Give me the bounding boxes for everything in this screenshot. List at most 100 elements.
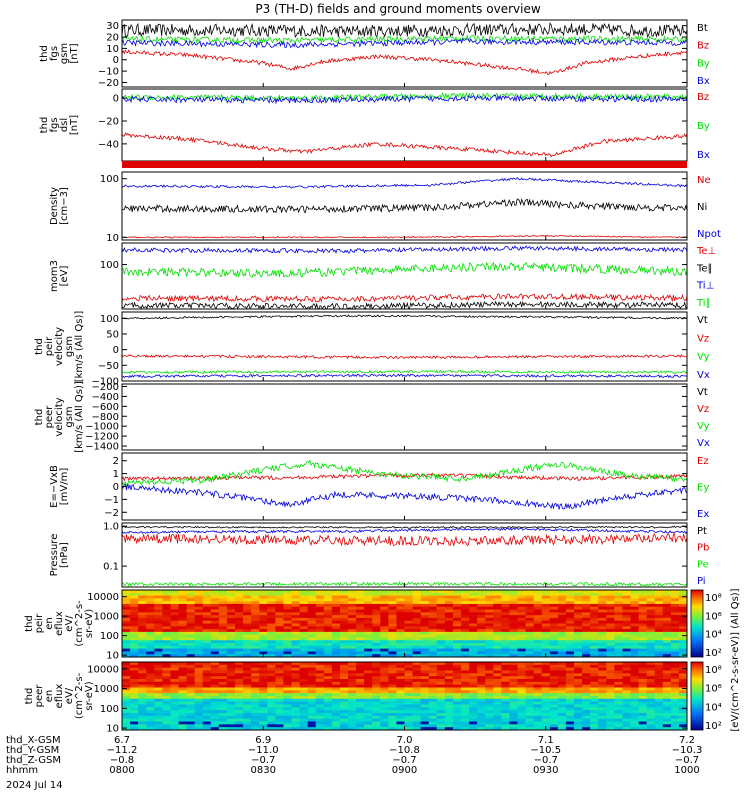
y-axis-label: thd xyxy=(39,45,50,62)
y-axis-label: (cm^2-s- xyxy=(74,672,85,719)
series-peir_velocity-1 xyxy=(122,354,687,360)
y-tick-label: −50 xyxy=(98,361,119,372)
x-tick-label: 0930 xyxy=(533,765,558,776)
x-tick-label: −10.3 xyxy=(672,745,703,756)
legend-peir_velocity-0: Vt xyxy=(697,315,708,326)
legend-fgs_dsl-0: Bz xyxy=(697,92,709,103)
legend-mom_temp-2: Ti⊥ xyxy=(696,281,714,292)
x-tick-label: 6.7 xyxy=(114,735,130,746)
x-tick-label: 1000 xyxy=(674,765,699,776)
colorbar-tick: 10⁴ xyxy=(705,630,722,641)
y-tick-label: 30 xyxy=(106,21,119,32)
plot-frame xyxy=(121,383,688,451)
y-axis-label: eflux xyxy=(54,611,65,636)
y-tick-label: 1000 xyxy=(94,612,119,623)
y-axis-label: peir xyxy=(44,336,55,356)
colorbar-tick: 10⁸ xyxy=(705,593,722,604)
y-axis-label: dsl xyxy=(59,118,70,132)
legend-peir_velocity-1: Vz xyxy=(697,333,709,344)
y-axis-label: eV/ xyxy=(64,615,75,632)
x-tick-label: −0.7 xyxy=(251,755,275,766)
legend-mom_temp-0: Te⊥ xyxy=(696,246,716,257)
y-axis-label: [km/s (All Qs)] xyxy=(74,381,85,453)
y-tick-label: 10000 xyxy=(87,592,119,603)
y-tick-label: 100 xyxy=(100,704,119,715)
colorbar-tick: 10⁶ xyxy=(705,611,722,622)
colorbar-tick: 10⁶ xyxy=(705,684,722,695)
y-tick-label: 0 xyxy=(113,55,119,66)
legend-efield-0: Ez xyxy=(697,456,709,467)
series-mom_temp-3 xyxy=(122,261,687,278)
y-tick-label: 20 xyxy=(106,33,119,44)
y-tick-label: 2 xyxy=(113,456,119,467)
y-tick-label: −1000 xyxy=(85,422,119,433)
series-mom_temp-0 xyxy=(122,292,687,303)
panel-peir_velocity: 100 50 0 −50 −100 thd peir velocity gsm [km/s (Al… xyxy=(34,311,710,388)
series-efield-1 xyxy=(122,459,687,486)
date-label: 2024 Jul 14 xyxy=(6,780,63,791)
legend-efield-2: Ex xyxy=(697,509,709,520)
series-efield-0 xyxy=(122,472,687,482)
y-tick-label: 0 xyxy=(113,482,119,493)
y-axis-label: eflux xyxy=(54,684,65,709)
panel-efield: 2 1 0 −1 −2 E=−VxB [mV/m] Ez Ey Ex xyxy=(49,452,709,521)
x-tick-label: −0.7 xyxy=(675,755,699,766)
x-row-name: thd_Z-GSM xyxy=(6,755,61,766)
y-axis-label: en xyxy=(44,617,55,630)
y-axis-label: [km/s (All Qs)] xyxy=(74,311,85,383)
y-tick-label: −40 xyxy=(98,139,119,150)
y-axis-label: (cm^2-s- xyxy=(74,600,85,647)
colorbar-tick: 10² xyxy=(705,648,722,659)
series-pressure-1 xyxy=(122,532,687,547)
series-fgs_gsm-1 xyxy=(122,49,687,75)
x-tick-label: −10.5 xyxy=(530,745,561,756)
legend-fgs_dsl-1: By xyxy=(697,121,710,132)
y-axis-label: mom3 xyxy=(49,260,60,292)
plot-frame xyxy=(121,242,688,310)
x-tick-label: −0.7 xyxy=(392,755,416,766)
plot-frame xyxy=(121,452,688,521)
y-tick-label: 10 xyxy=(106,651,119,662)
panel-density: 100 10 Density [cm−3] Ne Ni Npot xyxy=(49,171,721,244)
legend-peer-velocity-2: Vy xyxy=(697,421,710,432)
panel-fgs_dsl: 0 −20 −40 thd fgs dsl [nT] Bz By Bx xyxy=(39,88,710,162)
series-density-1 xyxy=(122,198,687,214)
plot-frame xyxy=(121,522,688,588)
y-tick-label: −600 xyxy=(92,402,119,413)
legend-peer-velocity-3: Vx xyxy=(697,438,710,449)
y-axis-label: fgs xyxy=(49,117,60,132)
panel-peir_eflux: 10000 1000 100 10 thd peir en eflux eV/(cm^2-s-s… xyxy=(24,589,688,662)
y-tick-label: −10 xyxy=(98,67,119,78)
y-tick-label: −200 xyxy=(92,382,119,393)
x-tick-label: −11.0 xyxy=(248,745,279,756)
y-tick-label: 100 xyxy=(100,260,119,271)
y-tick-label: −1200 xyxy=(85,432,119,443)
y-axis-label: thd xyxy=(34,338,45,355)
y-tick-label: 0.1 xyxy=(103,562,119,573)
y-tick-label: 100 xyxy=(100,314,119,325)
x-tick-label: 0800 xyxy=(109,765,134,776)
legend-pressure-0: Pt xyxy=(697,526,707,537)
heatmap-peir_eflux xyxy=(122,590,687,657)
panel-mom_temp: 100 mom3 [eV] Te⊥ Te∥ Ti⊥ Ti∥ xyxy=(49,242,716,310)
series-peir_velocity-0 xyxy=(122,314,687,320)
legend-peir_velocity-3: Vx xyxy=(697,370,710,381)
y-tick-label: 1.0 xyxy=(103,522,119,533)
y-tick-label: 10 xyxy=(106,44,119,55)
series-pressure-3 xyxy=(122,527,687,535)
y-axis-label: thd xyxy=(24,615,35,632)
legend-fgs_dsl-2: Bx xyxy=(697,150,710,161)
y-tick-label: −2 xyxy=(104,508,119,519)
series-fgs_gsm-0 xyxy=(122,22,687,39)
y-tick-label: 1000 xyxy=(94,684,119,695)
legend-fgs_gsm-0: Bt xyxy=(697,23,708,34)
y-tick-label: −800 xyxy=(92,412,119,423)
x-tick-label: −10.8 xyxy=(389,745,420,756)
x-tick-label: −0.7 xyxy=(534,755,558,766)
series-mom_temp-1 xyxy=(122,300,687,309)
data-quality-bar xyxy=(122,161,687,168)
x-tick-label: 7.0 xyxy=(397,735,413,746)
x-row-name: thd_X-GSM xyxy=(6,735,61,746)
y-tick-label: 100 xyxy=(100,631,119,642)
